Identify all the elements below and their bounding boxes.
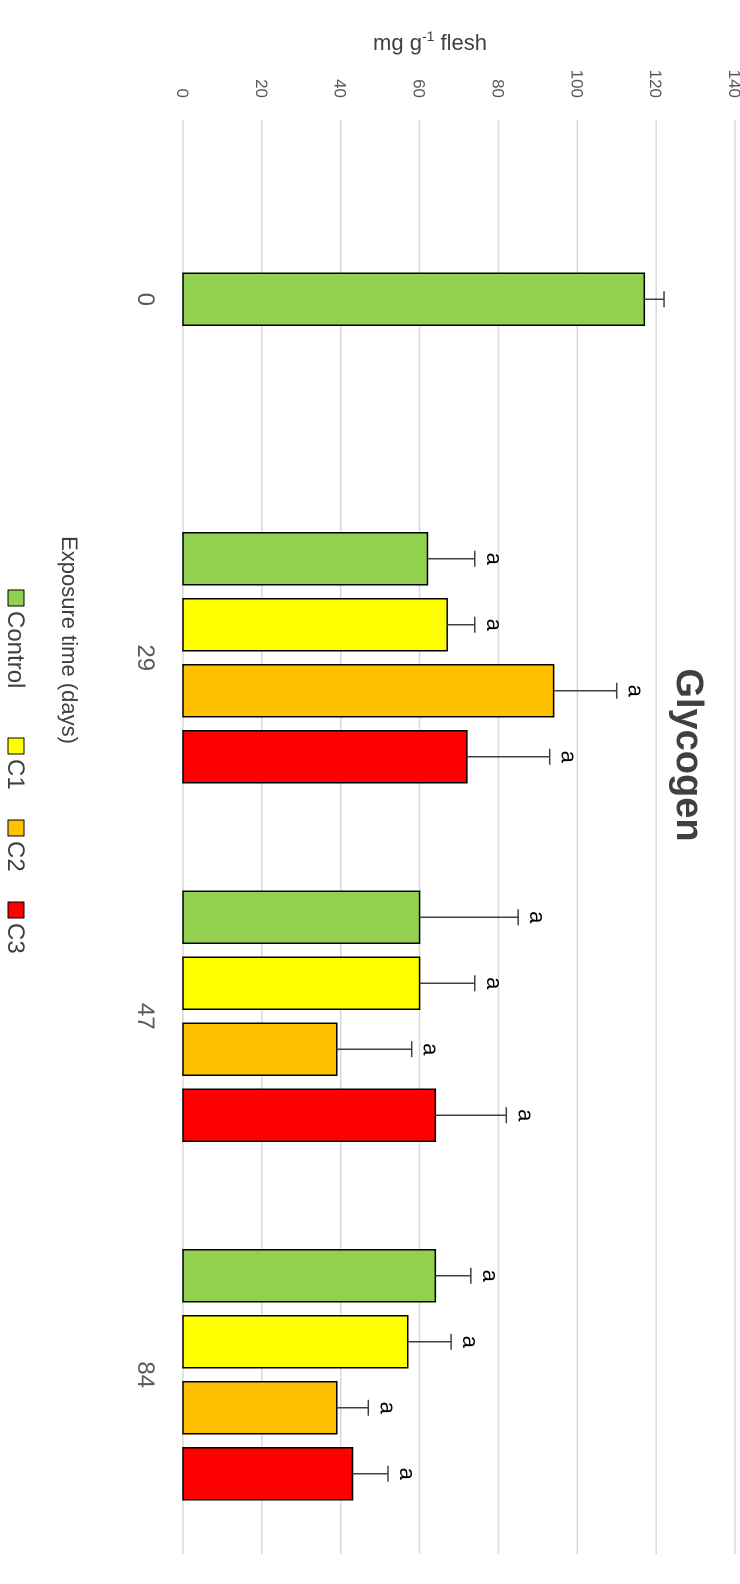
error-bars: [336, 291, 665, 1482]
y-axis-title-exp: -1: [422, 28, 435, 44]
significance-label: a: [482, 619, 507, 632]
legend-swatch-c1: [7, 737, 25, 755]
significance-label: a: [375, 1402, 400, 1415]
significance-label: a: [419, 1043, 444, 1056]
bar-c3-day-47: [182, 1088, 437, 1142]
y-tick-label: 40: [331, 79, 350, 98]
bar-c1-day-47: [182, 956, 421, 1010]
significance-label: a: [395, 1468, 420, 1481]
category-label-84: 84: [132, 1361, 159, 1388]
significance-label: a: [513, 1109, 538, 1122]
category-label-29: 29: [132, 644, 159, 671]
bar-control-day-0: [182, 272, 646, 326]
bar-c2-day-47: [182, 1022, 338, 1076]
significance-label: a: [478, 1270, 503, 1283]
y-axis-title-main: mg g: [373, 30, 422, 55]
significance-label: a: [557, 751, 582, 764]
x-axis-title: Exposure time (days): [57, 536, 82, 744]
y-tick-label: 20: [252, 79, 271, 98]
significance-label: a: [482, 977, 507, 990]
bar-control-day-84: [182, 1249, 437, 1303]
category-label-0: 0: [132, 293, 159, 306]
significance-label: a: [525, 911, 550, 924]
y-tick-label: 100: [567, 70, 586, 98]
significance-label: a: [624, 685, 649, 698]
legend-label-c1: C1: [2, 759, 29, 790]
y-tick-label: 120: [646, 70, 665, 98]
category-label-47: 47: [132, 1003, 159, 1030]
bar-control-day-29: [182, 532, 429, 586]
legend-label-control: Control: [2, 611, 29, 688]
y-axis-title-rest: flesh: [434, 30, 487, 55]
legend-label-c2: C2: [2, 841, 29, 872]
y-axis-title: mg g-1 flesh: [373, 28, 487, 55]
significance-labels: a a a a a a a a a a a a: [375, 553, 648, 1481]
category-labels: 0 29 47 84: [132, 293, 159, 1389]
bar-control-day-47: [182, 890, 421, 944]
bar-c2-day-29: [182, 664, 555, 718]
bar-c1-day-84: [182, 1315, 409, 1369]
significance-label: a: [458, 1336, 483, 1349]
legend-swatch-control: [7, 589, 25, 607]
legend-swatch-c2: [7, 819, 25, 837]
y-tick-labels: 0 20 40 60 80 100 120 140: [173, 70, 740, 98]
bar-c1-day-29: [182, 598, 448, 652]
chart-title: Glycogen: [668, 668, 710, 841]
y-tick-label: 0: [173, 89, 192, 98]
bar-c3-day-29: [182, 730, 468, 784]
bar-c2-day-84: [182, 1381, 338, 1435]
y-tick-label: 80: [488, 79, 507, 98]
bar-c3-day-84: [182, 1447, 354, 1501]
y-tick-label: 60: [410, 79, 429, 98]
y-tick-label: 140: [725, 70, 740, 98]
bars: [182, 272, 646, 1501]
gridlines: [182, 120, 736, 1554]
legend-label-c3: C3: [2, 923, 29, 954]
legend-swatch-c3: [7, 901, 25, 919]
significance-label: a: [482, 553, 507, 566]
legend: Control C1 C2 C3: [2, 589, 29, 954]
